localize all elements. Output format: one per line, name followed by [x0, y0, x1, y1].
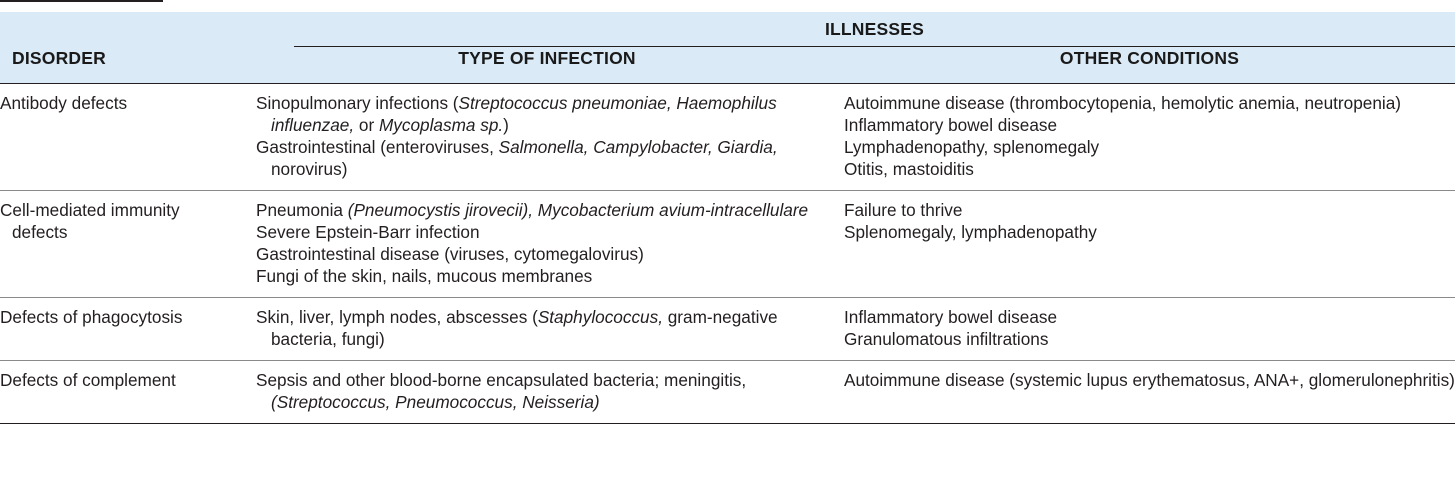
disorder-name: Defects of phagocytosis — [0, 307, 183, 327]
infection-entry: Skin, liver, lymph nodes, abscesses (Sta… — [256, 307, 778, 349]
top-rule — [0, 0, 163, 2]
infection-cell: Sepsis and other blood-borne encapsulate… — [256, 360, 844, 424]
other-conditions-column-header: OTHER CONDITIONS — [844, 47, 1455, 83]
other-conditions-cell: Autoimmune disease (systemic lupus eryth… — [844, 360, 1455, 424]
disorder-cell: Antibody defects — [0, 83, 256, 191]
disorder-name: Antibody defects — [0, 93, 128, 113]
other-conditions-cell: Inflammatory bowel disease Granulomatous… — [844, 297, 1455, 361]
condition-entry: Inflammatory bowel disease — [844, 307, 1058, 327]
illnesses-label: ILLNESSES — [824, 19, 925, 39]
infection-entry: Severe Epstein-Barr infection — [256, 222, 480, 242]
condition-entry: Autoimmune disease (systemic lupus eryth… — [844, 370, 1455, 390]
condition-entry: Lymphadenopathy, splenomegaly — [844, 137, 1100, 157]
condition-entry: Autoimmune disease (thrombocytopenia, he… — [844, 93, 1401, 113]
table-row: Antibody defects Sinopulmonary infection… — [0, 83, 1455, 191]
disorder-name-continued: defects — [12, 222, 68, 242]
infection-entry: Fungi of the skin, nails, mucous membran… — [256, 266, 593, 286]
condition-entry: Granulomatous infiltrations — [844, 329, 1049, 349]
header-group-row: ILLNESSES — [0, 12, 1455, 47]
condition-entry: Inflammatory bowel disease — [844, 115, 1058, 135]
disorder-cell: Defects of phagocytosis — [0, 297, 256, 361]
infection-entry: Sepsis and other blood-borne encapsulate… — [256, 370, 747, 412]
condition-entry: Failure to thrive — [844, 200, 963, 220]
infection-cell: Pneumonia (Pneumocystis jirovecii), Myco… — [256, 190, 844, 298]
infection-cell: Skin, liver, lymph nodes, abscesses (Sta… — [256, 297, 844, 361]
infection-entry: Sinopulmonary infections (Streptococcus … — [256, 93, 777, 135]
header-columns-row: DISORDER TYPE OF INFECTION OTHER CONDITI… — [0, 47, 1455, 83]
condition-entry: Otitis, mastoiditis — [844, 159, 974, 179]
immunodeficiency-table: ILLNESSES DISORDER TYPE OF INFECTION OTH… — [0, 12, 1455, 424]
illnesses-header: ILLNESSES — [0, 12, 1455, 47]
disorder-cell: Cell-mediated immunity defects — [0, 190, 256, 298]
table-row: Cell-mediated immunity defects Pneumonia… — [0, 190, 1455, 298]
infection-cell: Sinopulmonary infections (Streptococcus … — [256, 83, 844, 191]
header-rule — [0, 83, 1455, 84]
table-row: Defects of complement Sepsis and other b… — [0, 360, 1455, 424]
condition-entry: Splenomegaly, lymphadenopathy — [844, 222, 1097, 242]
other-conditions-cell: Failure to thrive Splenomegaly, lymphade… — [844, 190, 1455, 298]
disorder-column-header: DISORDER — [0, 47, 256, 83]
disorder-name: Defects of complement — [0, 370, 176, 390]
disorder-cell: Defects of complement — [0, 360, 256, 424]
infection-entry: Pneumonia (Pneumocystis jirovecii), Myco… — [256, 200, 809, 220]
infection-entry: Gastrointestinal disease (viruses, cytom… — [256, 244, 644, 264]
infection-column-header: TYPE OF INFECTION — [256, 47, 844, 83]
table-row: Defects of phagocytosis Skin, liver, lym… — [0, 297, 1455, 361]
other-conditions-cell: Autoimmune disease (thrombocytopenia, he… — [844, 83, 1455, 191]
infection-entry: Gastrointestinal (enteroviruses, Salmone… — [256, 137, 778, 179]
disorder-name: Cell-mediated immunity — [0, 200, 180, 220]
